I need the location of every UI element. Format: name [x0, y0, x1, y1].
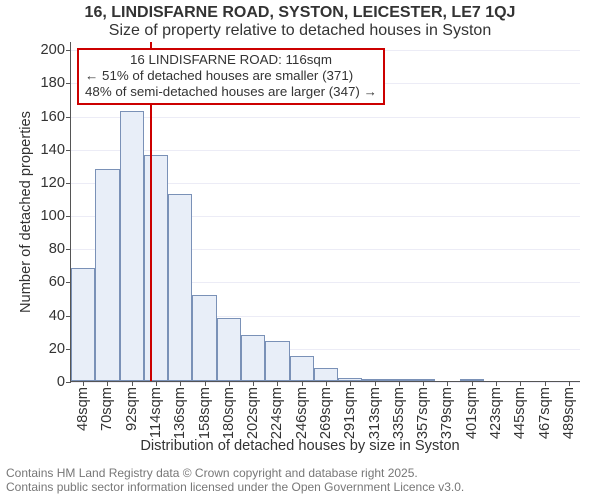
x-tick-label: 489sqm — [561, 387, 577, 439]
x-tick — [326, 381, 327, 386]
x-tick-label: 114sqm — [148, 387, 164, 438]
annotation-box: 16 LINDISFARNE ROAD: 116sqm← 51% of deta… — [77, 48, 385, 105]
page-title: 16, LINDISFARNE ROAD, SYSTON, LEICESTER,… — [0, 4, 600, 22]
chart-container: { "title_main": "16, LINDISFARNE ROAD, S… — [0, 0, 600, 500]
annotation-line: 16 LINDISFARNE ROAD: 116sqm — [85, 52, 377, 68]
y-tick-label: 0 — [57, 374, 65, 390]
y-tick-label: 180 — [41, 75, 65, 91]
x-tick-label: 70sqm — [99, 387, 115, 431]
y-tick — [66, 249, 71, 250]
y-tick-label: 100 — [41, 208, 65, 224]
histogram-bar — [71, 268, 95, 381]
histogram-bar — [120, 111, 144, 381]
x-tick — [302, 381, 303, 386]
x-tick — [180, 381, 181, 386]
y-tick — [66, 50, 71, 51]
plot-area: 02040608010012014016018020048sqm70sqm92s… — [70, 42, 580, 382]
x-tick-label: 467sqm — [537, 387, 553, 439]
x-tick — [350, 381, 351, 386]
footer-line-2: Contains public sector information licen… — [6, 480, 464, 494]
x-tick-label: 313sqm — [367, 387, 383, 439]
histogram-bar — [95, 169, 119, 381]
x-tick — [132, 381, 133, 386]
x-tick — [569, 381, 570, 386]
x-tick-label: 224sqm — [269, 387, 285, 439]
histogram-bar — [144, 155, 168, 381]
histogram-bar — [290, 356, 314, 381]
x-tick-label: 423sqm — [488, 387, 504, 439]
histogram-bar — [192, 295, 216, 381]
x-tick-label: 291sqm — [342, 387, 358, 439]
x-tick — [205, 381, 206, 386]
y-tick — [66, 83, 71, 84]
y-tick — [66, 150, 71, 151]
y-tick — [66, 382, 71, 383]
y-tick-label: 80 — [49, 241, 65, 257]
x-tick — [107, 381, 108, 386]
y-tick — [66, 216, 71, 217]
gridline — [71, 117, 580, 118]
x-tick — [156, 381, 157, 386]
y-tick-label: 60 — [49, 274, 65, 290]
x-tick-label: 379sqm — [439, 387, 455, 439]
x-tick-label: 92sqm — [124, 387, 140, 431]
histogram-bar — [241, 335, 265, 381]
x-tick — [447, 381, 448, 386]
footer-line-1: Contains HM Land Registry data © Crown c… — [6, 466, 464, 480]
annotation-line: ← 51% of detached houses are smaller (37… — [85, 68, 377, 84]
y-tick-label: 140 — [41, 142, 65, 158]
page-subtitle: Size of property relative to detached ho… — [0, 22, 600, 40]
x-tick-label: 48sqm — [75, 387, 91, 431]
attribution-footer: Contains HM Land Registry data © Crown c… — [6, 466, 464, 495]
x-tick-label: 269sqm — [318, 387, 334, 439]
x-tick — [83, 381, 84, 386]
x-tick — [545, 381, 546, 386]
y-tick-label: 200 — [41, 42, 65, 58]
annotation-line: 48% of semi-detached houses are larger (… — [85, 84, 377, 100]
x-tick — [520, 381, 521, 386]
x-tick — [496, 381, 497, 386]
x-tick-label: 158sqm — [197, 387, 213, 439]
histogram-bar — [168, 194, 192, 381]
x-tick-label: 335sqm — [391, 387, 407, 439]
x-tick — [253, 381, 254, 386]
x-tick — [375, 381, 376, 386]
x-tick — [423, 381, 424, 386]
x-tick — [277, 381, 278, 386]
y-tick-label: 40 — [49, 308, 65, 324]
y-tick-label: 120 — [41, 175, 65, 191]
x-tick — [399, 381, 400, 386]
y-tick — [66, 117, 71, 118]
x-tick-label: 202sqm — [245, 387, 261, 439]
x-axis-label: Distribution of detached houses by size … — [0, 438, 600, 454]
x-tick — [472, 381, 473, 386]
histogram-bar — [217, 318, 241, 381]
x-tick-label: 357sqm — [415, 387, 431, 439]
x-tick-label: 246sqm — [294, 387, 310, 439]
histogram-bar — [265, 341, 289, 381]
x-tick-label: 180sqm — [221, 387, 237, 439]
x-tick-label: 445sqm — [512, 387, 528, 439]
y-tick-label: 20 — [49, 341, 65, 357]
y-axis-label: Number of detached properties — [18, 42, 34, 382]
histogram-bar — [314, 368, 338, 381]
x-tick-label: 136sqm — [172, 387, 188, 439]
gridline — [71, 150, 580, 151]
y-tick — [66, 183, 71, 184]
x-tick — [229, 381, 230, 386]
y-tick-label: 160 — [41, 109, 65, 125]
x-tick-label: 401sqm — [464, 387, 480, 439]
